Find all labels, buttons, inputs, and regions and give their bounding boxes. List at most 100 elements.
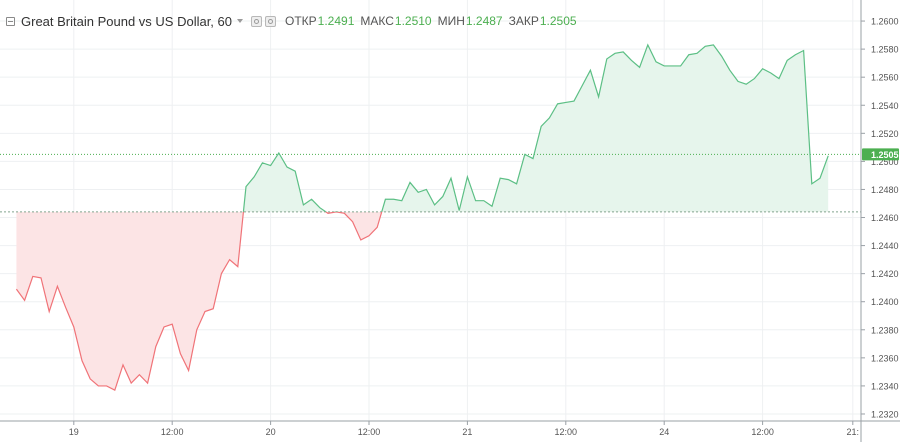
data-point: [261, 161, 264, 164]
data-point: [761, 67, 764, 70]
data-point: [564, 101, 567, 104]
data-point: [482, 199, 485, 202]
data-point: [392, 198, 395, 201]
data-point: [113, 389, 116, 392]
y-tick-label: 1.2460: [871, 213, 899, 223]
data-point: [548, 116, 551, 119]
x-tick-label: 12:00: [358, 427, 381, 437]
data-point: [663, 65, 666, 68]
y-tick-label: 1.2540: [871, 101, 899, 111]
data-point: [253, 175, 256, 178]
data-point: [146, 382, 149, 385]
data-point: [687, 53, 690, 56]
data-point: [368, 234, 371, 237]
high-label: МАКС: [360, 14, 394, 28]
data-point: [655, 60, 658, 63]
data-point: [179, 352, 182, 355]
data-point: [605, 58, 608, 61]
settings-icon[interactable]: [251, 15, 262, 27]
y-tick-label: 1.2440: [871, 241, 899, 251]
data-point: [622, 51, 625, 54]
y-tick-label: 1.2600: [871, 17, 899, 27]
data-point: [204, 310, 207, 313]
data-point: [581, 84, 584, 87]
x-tick-label: 21:: [847, 427, 860, 437]
y-tick-label: 1.2380: [871, 325, 899, 335]
x-tick-label: 19: [69, 427, 79, 437]
data-point: [89, 378, 92, 381]
data-point: [532, 157, 535, 160]
chart-legend: Great Britain Pound vs US Dollar, 60 ОТК…: [6, 12, 577, 30]
x-tick-label: 24: [659, 427, 669, 437]
data-point: [597, 95, 600, 98]
format-icon[interactable]: [265, 15, 276, 27]
data-point: [31, 275, 34, 278]
y-tick-label: 1.2360: [871, 353, 899, 363]
data-point: [64, 306, 67, 309]
data-point: [409, 181, 412, 184]
data-point: [646, 44, 649, 47]
data-point: [286, 166, 289, 169]
data-point: [728, 69, 731, 72]
data-point: [425, 188, 428, 191]
data-point: [720, 55, 723, 58]
data-point: [302, 203, 305, 206]
data-point: [696, 52, 699, 55]
data-point: [474, 199, 477, 202]
x-tick-label: 20: [266, 427, 276, 437]
data-point: [228, 258, 231, 261]
data-point: [15, 288, 18, 291]
open-value: 1.2491: [317, 14, 355, 28]
low-value: 1.2487: [465, 14, 503, 28]
data-point: [294, 170, 297, 173]
data-point: [466, 175, 469, 178]
data-point: [753, 77, 756, 80]
open-label: ОТКР: [285, 14, 317, 28]
high-value: 1.2510: [394, 14, 432, 28]
data-point: [671, 65, 674, 68]
data-point: [802, 49, 805, 52]
data-point: [310, 198, 313, 201]
data-point: [507, 178, 510, 181]
low-label: МИН: [437, 14, 465, 28]
x-tick-label: 21: [462, 427, 472, 437]
series-line-below: [15, 211, 383, 391]
data-point: [277, 152, 280, 155]
data-point: [769, 72, 772, 75]
data-point: [556, 102, 559, 105]
area-fill-below: [16, 211, 382, 391]
y-tick-label: 1.2340: [871, 381, 899, 391]
data-point: [343, 212, 346, 215]
collapse-legend-icon[interactable]: [6, 16, 15, 26]
data-point: [778, 77, 781, 80]
data-point: [187, 369, 190, 372]
y-tick-label: 1.2420: [871, 269, 899, 279]
data-point: [499, 177, 502, 180]
data-point: [441, 195, 444, 198]
data-point: [327, 212, 330, 215]
data-point: [704, 45, 707, 48]
data-point: [105, 385, 108, 388]
data-point: [171, 323, 174, 326]
data-point: [638, 66, 641, 69]
data-point: [40, 276, 43, 279]
data-point: [458, 209, 461, 212]
data-point: [810, 182, 813, 185]
data-point: [589, 69, 592, 72]
y-tick-label: 1.2400: [871, 297, 899, 307]
data-point: [48, 310, 51, 313]
data-point: [630, 59, 633, 62]
data-point: [318, 206, 321, 209]
close-value: 1.2505: [539, 14, 577, 28]
data-point: [81, 359, 84, 362]
data-point: [745, 83, 748, 86]
last-price-label: 1.2505: [871, 150, 899, 160]
data-point: [335, 211, 338, 214]
symbol-title[interactable]: Great Britain Pound vs US Dollar, 60: [21, 13, 232, 29]
data-point: [573, 100, 576, 103]
y-tick-label: 1.2500: [871, 157, 899, 167]
chevron-down-icon[interactable]: [237, 19, 243, 23]
